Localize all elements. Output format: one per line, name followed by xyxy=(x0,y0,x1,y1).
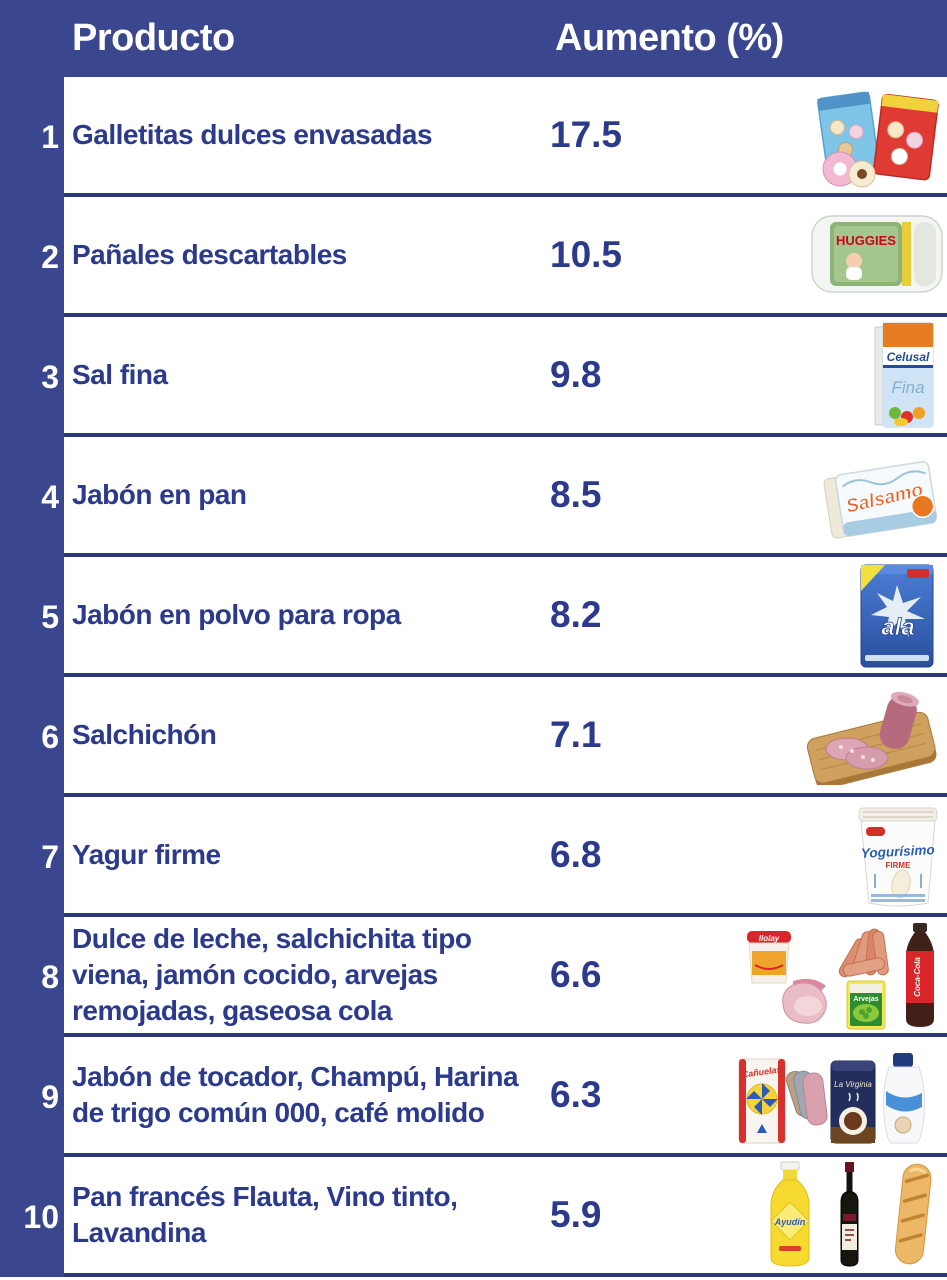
cookie-bag-red-icon xyxy=(873,93,939,181)
increase-value: 5.9 xyxy=(550,1194,602,1235)
bleach-bottle-icon: Ayudín xyxy=(770,1161,810,1267)
row-rank: 1 xyxy=(0,77,64,197)
yogurt-variant-text: FIRME xyxy=(886,861,912,870)
peas-box-icon: Arvejas xyxy=(846,980,886,1030)
splash-icon xyxy=(871,585,925,637)
increase-value: 10.5 xyxy=(550,234,623,275)
product-name: Jabón en pan xyxy=(72,479,247,511)
salami-board-image xyxy=(806,691,937,785)
increase-value: 8.5 xyxy=(550,474,602,515)
laundry-powder-image: ala xyxy=(860,564,934,668)
row-rank: 8 xyxy=(0,917,64,1037)
table-row: 5 Jabón en polvo para ropa 8.2 ala xyxy=(0,557,947,677)
product-image: Cañuelas La Virginia xyxy=(685,1039,947,1151)
increase-value: 6.8 xyxy=(550,834,602,875)
salami-piece-icon xyxy=(879,691,919,750)
toilet-soap-bars-icon xyxy=(785,1070,828,1126)
yogurt-brand-text: Yogurísimo xyxy=(861,842,935,861)
product-image: Celusal Fina xyxy=(685,319,947,431)
increase-value: 9.8 xyxy=(550,354,602,395)
shampoo-bottle-icon xyxy=(883,1053,925,1144)
column-header-product: Producto xyxy=(72,17,235,59)
table-row: 3 Sal fina 9.8 Celusal Fina xyxy=(0,317,947,437)
cola-brand-text: Coca-Cola xyxy=(913,957,922,997)
bar-soap-image: Salsamo xyxy=(823,461,938,539)
dulce-brand-text: Ilolay xyxy=(759,934,780,943)
increase-value: 6.3 xyxy=(550,1074,602,1115)
yogurt-dollop-icon xyxy=(891,869,911,899)
product-name: Sal fina xyxy=(72,359,168,391)
table-row: 8 Dulce de leche, salchichita tipo viena… xyxy=(0,917,947,1037)
diaper-pack-image: HUGGIES xyxy=(811,215,943,293)
product-name: Jabón en polvo para ropa xyxy=(72,599,401,631)
increase-value: 7.1 xyxy=(550,714,602,755)
baby-icon xyxy=(846,253,862,280)
table-row: 9 Jabón de tocador, Champú, Harina de tr… xyxy=(0,1037,947,1157)
cooked-ham-icon xyxy=(782,978,827,1024)
table-row: 6 Salchichón 7.1 xyxy=(0,677,947,797)
fruits-icon xyxy=(889,407,925,426)
product-image: Yogurísimo FIRME xyxy=(685,800,947,910)
row-rank: 2 xyxy=(0,197,64,317)
salt-brand-text: Celusal xyxy=(887,350,930,364)
product-name: Salchichón xyxy=(72,719,217,751)
table-row: 4 Jabón en pan 8.5 Salsamo xyxy=(0,437,947,557)
detergent-brand-text: ala xyxy=(881,614,914,641)
row-rank: 7 xyxy=(0,797,64,917)
ground-coffee-pack-icon: La Virginia xyxy=(830,1060,876,1144)
dulce-de-leche-tub-icon: Ilolay xyxy=(747,931,791,984)
product-image: Salsamo xyxy=(685,447,947,543)
product-image: ala xyxy=(685,559,947,671)
product-image: Ilolay xyxy=(685,919,947,1031)
salami-slices-icon xyxy=(825,737,889,770)
row-rank: 10 xyxy=(0,1157,64,1277)
soap-pack-icon: Salsamo xyxy=(823,461,938,539)
bread-wine-bleach-image: Ayudín xyxy=(770,1161,932,1267)
toiletries-group-image: Cañuelas La Virginia xyxy=(738,1053,925,1144)
product-name: Pañales descartables xyxy=(72,239,347,271)
product-name: Jabón de tocador, Champú, Harina de trig… xyxy=(72,1061,519,1128)
grocery-group-image: Ilolay xyxy=(747,923,934,1030)
increase-value: 8.2 xyxy=(550,594,602,635)
peas-label-text: Arvejas xyxy=(853,996,878,1003)
vienna-sausages-icon xyxy=(838,928,889,978)
row-rank: 3 xyxy=(0,317,64,437)
product-image xyxy=(685,81,947,189)
coca-cola-bottle-icon: Coca-Cola xyxy=(906,923,934,1027)
corner-flash-icon xyxy=(861,565,885,591)
table-row: 1 Galletitas dulces envasadas 17.5 xyxy=(0,77,947,197)
donut-cookies-icon xyxy=(822,151,876,188)
table-row: 10 Pan francés Flauta, Vino tinto, Lavan… xyxy=(0,1157,947,1277)
row-rank: 5 xyxy=(0,557,64,677)
salt-carton-image: Celusal Fina xyxy=(874,322,934,428)
increase-value: 6.6 xyxy=(550,954,602,995)
table-header: Producto Aumento (%) xyxy=(0,0,947,77)
column-header-increase: Aumento (%) xyxy=(555,17,784,59)
product-name: Galletitas dulces envasadas xyxy=(72,119,433,151)
product-image: Ayudín xyxy=(685,1158,947,1272)
increase-value: 17.5 xyxy=(550,114,623,155)
product-image: HUGGIES xyxy=(685,208,947,302)
table-row: 2 Pañales descartables 10.5 HUGGIES xyxy=(0,197,947,317)
table-row: 7 Yagur firme 6.8 Yogurísimo FIRME xyxy=(0,797,947,917)
baguette-icon xyxy=(894,1163,932,1265)
row-rank: 4 xyxy=(0,437,64,557)
product-name: Pan francés Flauta, Vino tinto, Lavandin… xyxy=(72,1181,458,1248)
bleach-brand-text: Ayudín xyxy=(774,1217,806,1227)
red-wine-bottle-icon xyxy=(840,1162,859,1267)
flour-bag-icon: Cañuelas xyxy=(738,1058,786,1144)
windmill-icon xyxy=(746,1083,778,1115)
product-name: Yagur firme xyxy=(72,839,221,871)
row-rank: 6 xyxy=(0,677,64,797)
coffee-brand-text: La Virginia xyxy=(834,1080,872,1089)
yogurt-tub-image: Yogurísimo FIRME xyxy=(858,807,938,907)
product-name: Dulce de leche, salchichita tipo viena, … xyxy=(72,923,472,1026)
product-image xyxy=(685,685,947,785)
salt-variant-text: Fina xyxy=(891,378,924,397)
row-rank: 9 xyxy=(0,1037,64,1157)
diaper-brand-text: HUGGIES xyxy=(836,233,896,248)
packaged-sweet-cookies-image xyxy=(817,91,939,188)
